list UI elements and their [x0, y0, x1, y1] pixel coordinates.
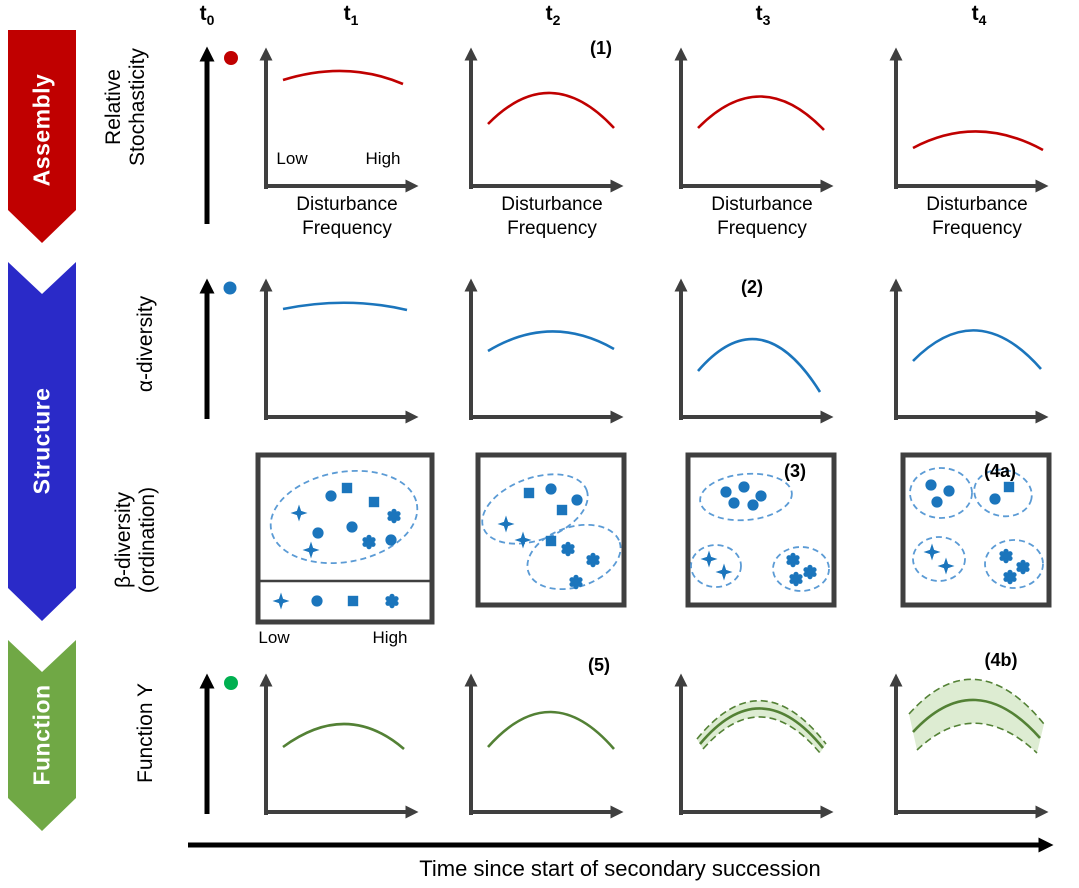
square-symbol-icon: [545, 535, 557, 547]
function-band-t3: [697, 700, 826, 753]
annotation-2: (2): [741, 277, 763, 297]
column-header-t2: t2: [545, 2, 561, 29]
square-symbol-icon: [341, 482, 353, 494]
t0-axis-stochasticity: [199, 46, 238, 224]
legend-square-icon: [347, 595, 359, 607]
beta-panel-t2: [475, 452, 627, 608]
function-band-upper-t3: [696, 699, 827, 745]
x-axis-label-t4: Disturbance Frequency: [926, 194, 1028, 239]
banner-label-function: Function: [28, 684, 55, 786]
t0-axis-function: [199, 673, 238, 814]
t0-dot-green-icon: [224, 676, 238, 690]
function-curve-t4: [912, 698, 1041, 739]
circle-symbol-icon: [925, 479, 937, 491]
cluster-ellipse: [984, 539, 1044, 589]
circle-symbol-icon: [728, 497, 740, 509]
function-curve-t3: [699, 707, 825, 749]
beta-panel-t4: [900, 452, 1052, 608]
cluster-ellipse: [690, 544, 742, 588]
alpha-curve-t3: [697, 337, 822, 393]
circle-symbol-icon: [720, 486, 732, 498]
annotation-4b: (4b): [984, 650, 1018, 670]
function-curve-t2: [487, 710, 615, 750]
function-curve-t1: [282, 722, 405, 750]
cluster-ellipse: [481, 473, 589, 545]
circle-symbol-icon: [346, 521, 358, 533]
circle-symbol-icon: [738, 481, 750, 493]
function-plots: [259, 673, 1049, 819]
circle-symbol-icon: [325, 490, 337, 502]
circle-symbol-icon: [989, 493, 1001, 505]
circle-symbol-icon: [571, 494, 583, 506]
stochasticity-curve-t4: [912, 130, 1044, 152]
assembly-banner: [8, 30, 76, 243]
function-band-upper-t4: [908, 678, 1045, 725]
square-symbol-icon: [1003, 481, 1015, 493]
circle-symbol-icon: [545, 483, 557, 495]
stochasticity-curve-t2: [487, 91, 615, 129]
column-header-t0: t0: [199, 2, 215, 29]
square-symbol-icon: [556, 504, 568, 516]
stochasticity-curve-t3: [697, 95, 825, 131]
column-header-t3: t3: [755, 2, 771, 29]
stochasticity-curve-t1: [282, 69, 404, 86]
legend-circle-icon: [311, 595, 323, 607]
beta-legend-low-label: Low: [258, 628, 290, 647]
row-label-relative-stochasticity: Relative Stochasticity: [101, 48, 149, 166]
banner-label-structure: Structure: [28, 387, 55, 495]
annotation-5: (5): [588, 655, 610, 675]
x-axis-label-t2: Disturbance Frequency: [501, 194, 603, 239]
disturbance-high-label: High: [365, 149, 401, 168]
banner-label-assembly: Assembly: [28, 73, 55, 187]
column-header-t1: t1: [343, 2, 359, 29]
column-header-t4: t4: [971, 2, 987, 29]
square-symbol-icon: [368, 496, 380, 508]
function-banner: [8, 640, 76, 831]
cluster-ellipse: [772, 546, 830, 592]
row-label-alpha-diversity: α-diversity: [133, 295, 157, 393]
row-label-beta-diversity: β-diversity (ordination): [111, 486, 159, 594]
alpha-curve-t2: [487, 330, 615, 353]
square-symbol-icon: [523, 487, 535, 499]
circle-symbol-icon: [747, 499, 759, 511]
function-band-lower-t3: [702, 716, 821, 754]
disturbance-low-label: Low: [276, 149, 308, 168]
annotation-4a: (4a): [983, 461, 1017, 481]
cluster-ellipse: [699, 472, 793, 522]
x-axis-label-t1: Disturbance Frequency: [296, 194, 398, 239]
alpha-diversity-plots: [259, 278, 1049, 424]
cluster-ellipse: [269, 469, 419, 565]
annotation-1: (1): [590, 38, 612, 58]
structure-banner: [8, 262, 76, 621]
function-band-lower-t4: [916, 722, 1038, 754]
circle-symbol-icon: [385, 534, 397, 546]
row-label-function-y: Function Y: [133, 682, 157, 784]
cluster-ellipse: [909, 467, 973, 519]
cluster-ellipse: [912, 536, 966, 582]
cluster-ellipse: [973, 468, 1033, 518]
t0-dot-blue-icon: [223, 281, 237, 295]
annotation-3: (3): [784, 461, 806, 481]
x-axis-label-t3: Disturbance Frequency: [711, 194, 813, 239]
circle-symbol-icon: [931, 496, 943, 508]
beta-panel-t3: [685, 452, 837, 608]
time-axis-label: Time since start of secondary succession: [419, 856, 821, 881]
stochasticity-plots: [259, 47, 1049, 193]
circle-symbol-icon: [755, 490, 767, 502]
circle-symbol-icon: [312, 527, 324, 539]
beta-legend-high-label: High: [372, 628, 408, 647]
circle-symbol-icon: [943, 485, 955, 497]
t0-axis-alpha: [199, 278, 237, 419]
t0-dot-red-icon: [224, 51, 238, 65]
function-band-t4: [909, 679, 1044, 753]
beta-panel-t1: [255, 452, 435, 625]
alpha-curve-t4: [912, 329, 1042, 370]
cluster-ellipse: [526, 523, 622, 591]
alpha-curve-t1: [282, 301, 408, 312]
